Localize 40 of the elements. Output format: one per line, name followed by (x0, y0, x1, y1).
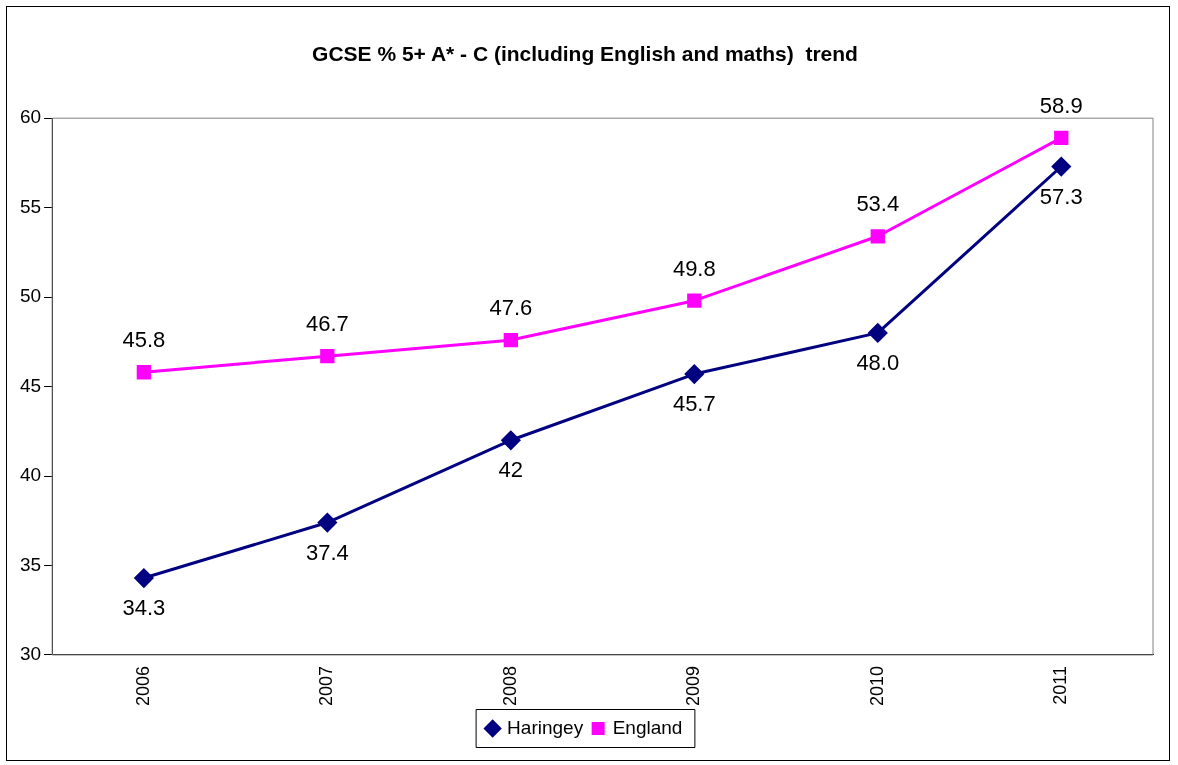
x-tick-label: 2009 (683, 665, 704, 706)
x-tick-label: 2007 (316, 665, 337, 706)
point (134, 568, 154, 588)
y-tick-label: 60 (19, 106, 42, 128)
y-tick-label: 55 (19, 195, 42, 217)
chart-title: GCSE % 5+ A* - C (including English and maths) trend (312, 42, 858, 66)
x-tick-label: 2006 (132, 665, 153, 706)
point (870, 229, 885, 244)
y-tick-label: 35 (19, 553, 42, 575)
y-tick-label: 40 (19, 464, 42, 486)
point (1051, 157, 1071, 177)
data-label: 57.3 (1039, 183, 1083, 209)
point (501, 430, 521, 450)
point (868, 323, 888, 343)
point (317, 513, 337, 533)
point (320, 349, 335, 364)
data-label: 45.8 (122, 327, 166, 353)
legend-label: England (612, 716, 683, 738)
point (687, 293, 702, 308)
x-tick-label: 2008 (499, 665, 520, 706)
data-label: 42 (498, 457, 524, 483)
data-label: 53.4 (856, 191, 900, 217)
y-tick-label: 50 (19, 285, 42, 307)
data-label: 58.9 (1039, 92, 1083, 118)
data-label: 37.4 (305, 539, 349, 565)
data-label: 45.7 (672, 391, 716, 417)
data-label: 47.6 (489, 295, 533, 321)
x-tick-label: 2011 (1050, 665, 1071, 705)
data-label: 48.0 (856, 349, 900, 375)
data-label: 34.3 (122, 595, 166, 621)
y-tick-label: 30 (19, 643, 42, 665)
point (684, 364, 704, 384)
point (1054, 130, 1069, 146)
data-label: 49.8 (672, 255, 716, 281)
point (503, 332, 518, 348)
data-label: 46.7 (305, 311, 349, 337)
x-tick-label: 2010 (866, 665, 887, 706)
y-tick-label: 45 (19, 374, 42, 396)
legend-label: Haringey (507, 716, 584, 738)
point (136, 365, 152, 380)
